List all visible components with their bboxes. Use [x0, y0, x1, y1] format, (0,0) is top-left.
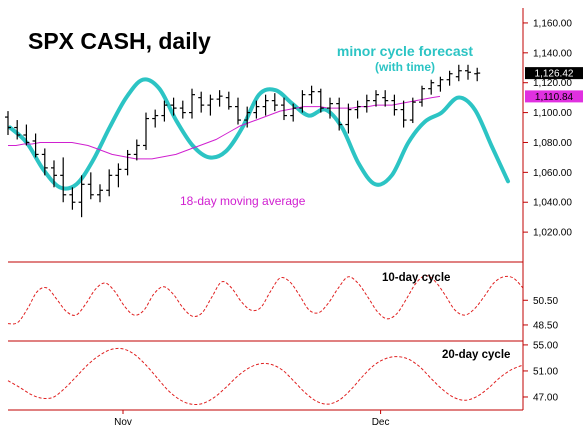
- price-bar: [143, 112, 149, 150]
- price-bar: [225, 91, 232, 110]
- price-bar: [133, 139, 140, 161]
- price-bar: [115, 163, 122, 188]
- price-bar: [78, 175, 85, 218]
- cycle20-y-tick-label: 51.00: [533, 366, 558, 377]
- price-bar: [400, 100, 407, 128]
- ticks-layer: 1,160.00 1,140.00 1,120.00 1,100.00 1,080.00…: [114, 18, 572, 428]
- price-bar: [419, 85, 425, 107]
- price-panel: [5, 64, 510, 218]
- price-bar: [474, 67, 481, 82]
- cycle20-y-tick-label: 47.00: [533, 392, 558, 403]
- price-bar: [363, 94, 370, 113]
- badge-layer: 1,126.42 1,110.84: [525, 67, 583, 103]
- axes-layer: [8, 8, 524, 411]
- ma-value-badge-label: 1,110.84: [535, 92, 574, 103]
- cycle10-y-tick-label: 48.50: [533, 320, 558, 331]
- moving-average-label: 18-day moving average: [180, 194, 306, 208]
- price-bar: [170, 97, 177, 116]
- price-bar: [41, 148, 48, 176]
- price-bar: [207, 94, 214, 116]
- price-bar: [14, 120, 21, 140]
- price-bar: [373, 90, 379, 107]
- price-bar: [5, 111, 11, 135]
- cycle-20-panel: [7, 347, 524, 406]
- cycle-20-label: 20-day cycle: [442, 349, 510, 361]
- last-price-badge-bg: [525, 67, 583, 80]
- price-bar: [271, 93, 278, 112]
- price-y-tick-label: 1,060.00: [533, 168, 572, 179]
- price-y-tick-label: 1,100.00: [533, 108, 572, 119]
- price-bar: [152, 109, 159, 128]
- price-bar: [336, 97, 343, 131]
- price-bar: [51, 160, 57, 188]
- price-bar: [87, 172, 94, 200]
- price-bar: [317, 88, 324, 113]
- price-y-tick-label: 1,080.00: [533, 138, 572, 149]
- price-bar: [216, 90, 223, 107]
- price-bar: [189, 88, 195, 119]
- price-bar: [299, 90, 306, 113]
- price-bar: [69, 187, 76, 210]
- price-bar: [281, 97, 287, 121]
- cycle-10-panel: [7, 275, 524, 325]
- price-y-tick-label: 1,160.00: [533, 18, 572, 29]
- price-bar: [253, 100, 260, 119]
- forecast-label-line1: minor cycle forecast: [337, 43, 474, 59]
- forecast-series: [8, 77, 510, 191]
- price-y-tick-label: 1,140.00: [533, 48, 572, 59]
- price-y-tick-label: 1,040.00: [533, 198, 572, 209]
- price-bar: [60, 157, 67, 203]
- price-bar: [345, 103, 352, 134]
- ma-value-badge-bg: [525, 90, 583, 103]
- price-bar: [428, 79, 435, 95]
- price-bar: [409, 97, 416, 124]
- cycle-20-series: [7, 347, 524, 406]
- price-bar: [437, 76, 444, 92]
- last-price-badge-label: 1,126.42: [535, 69, 574, 80]
- cycle-10-series: [7, 275, 524, 325]
- price-bar: [23, 124, 30, 146]
- labels-layer: SPX CASH, daily minor cycle forecast (wi…: [28, 28, 510, 361]
- price-bar: [244, 106, 251, 128]
- ohlc-bars: [5, 64, 481, 218]
- price-bar: [235, 97, 241, 125]
- price-bar: [97, 184, 103, 203]
- moving-average-series: [8, 95, 441, 160]
- x-tick-label: Dec: [372, 417, 390, 428]
- price-bar: [161, 100, 168, 122]
- price-y-tick-label: 1,120.00: [533, 78, 572, 89]
- price-bar: [179, 100, 186, 119]
- cycle20-y-tick-label: 55.00: [533, 340, 558, 351]
- price-bar: [308, 85, 315, 104]
- price-bar: [124, 149, 131, 176]
- x-tick-label: Nov: [114, 417, 132, 428]
- price-bar: [465, 64, 471, 80]
- price-bar: [382, 90, 389, 107]
- price-bar: [391, 94, 398, 116]
- price-bar: [446, 70, 453, 86]
- price-bar: [106, 169, 113, 197]
- chart-title: SPX CASH, daily: [28, 28, 211, 54]
- price-bar: [455, 64, 462, 82]
- forecast-label-line2: (with time): [375, 60, 435, 74]
- cycle-10-label: 10-day cycle: [382, 272, 450, 284]
- price-bar: [198, 91, 205, 113]
- price-bar: [290, 103, 297, 122]
- price-bar: [262, 94, 269, 116]
- price-bar: [327, 97, 333, 119]
- cycle10-y-tick-label: 50.50: [533, 296, 558, 307]
- price-bar: [354, 100, 361, 119]
- price-bar: [32, 133, 39, 158]
- price-y-tick-label: 1,020.00: [533, 228, 572, 239]
